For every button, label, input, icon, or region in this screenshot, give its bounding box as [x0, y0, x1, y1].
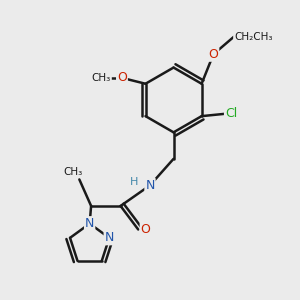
Text: N: N	[105, 231, 114, 244]
Text: O: O	[117, 71, 127, 84]
Text: O: O	[141, 223, 151, 236]
Text: Cl: Cl	[225, 107, 237, 120]
Text: H: H	[130, 177, 138, 188]
Text: N: N	[85, 217, 94, 230]
Text: CH₂CH₃: CH₂CH₃	[234, 32, 272, 42]
Text: O: O	[208, 48, 218, 61]
Text: CH₃: CH₃	[92, 73, 111, 83]
Text: N: N	[145, 179, 155, 192]
Text: CH₃: CH₃	[64, 167, 83, 177]
